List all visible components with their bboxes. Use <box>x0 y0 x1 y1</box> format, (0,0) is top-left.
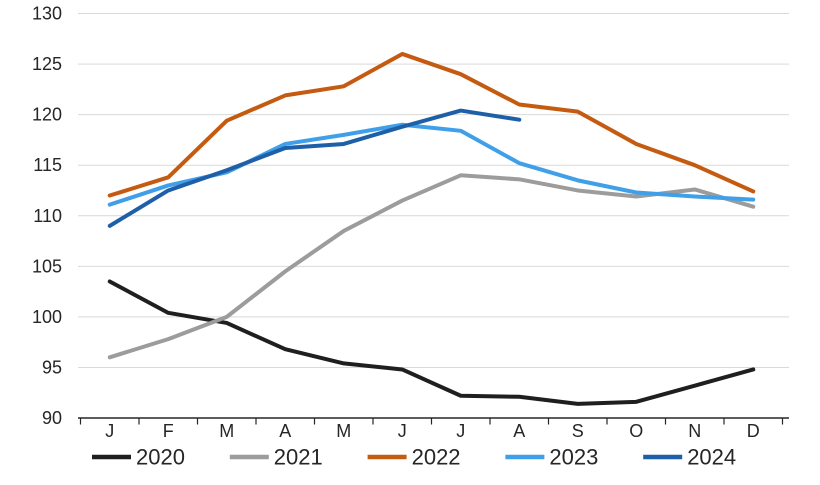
x-axis <box>78 417 789 425</box>
legend-item-2021: 2021 <box>229 445 323 470</box>
y-tick-label: 90 <box>42 408 62 428</box>
y-tick-label: 130 <box>32 4 62 24</box>
x-tick-label: D <box>747 421 760 441</box>
series-line-2021 <box>107 173 756 360</box>
y-tick-label: 125 <box>32 54 62 74</box>
x-tick-label: N <box>688 421 701 441</box>
x-tick-label: A <box>279 421 291 441</box>
y-tick-label: 115 <box>33 155 62 175</box>
series-line-2022 <box>107 51 756 198</box>
x-tick-label: M <box>336 421 351 441</box>
x-tick-label: F <box>163 421 174 441</box>
x-tick-label: O <box>629 421 643 441</box>
legend-item-2020: 2020 <box>92 445 185 470</box>
x-tick-label: A <box>513 421 525 441</box>
legend-label: 2022 <box>412 445 461 470</box>
legend-label: 2023 <box>549 445 598 470</box>
y-tick-label: 95 <box>42 357 62 377</box>
x-tick-label: J <box>398 421 407 441</box>
legend-item-2022: 2022 <box>367 445 461 470</box>
y-tick-label: 100 <box>32 307 62 327</box>
x-tick-label: M <box>219 421 234 441</box>
legend-item-2023: 2023 <box>505 445 598 470</box>
series-lines <box>107 51 756 406</box>
series-line-2020 <box>107 279 756 406</box>
x-tick-label: J <box>456 421 465 441</box>
legend-label: 2021 <box>274 445 323 470</box>
y-axis-labels: 90 95 100 105 110 115 120 125 130 <box>32 4 62 429</box>
legend: 2020 2021 2022 2023 2024 <box>92 445 736 470</box>
legend-label: 2020 <box>136 445 185 470</box>
legend-item-2024: 2024 <box>643 445 736 470</box>
series-line-2023 <box>107 122 756 207</box>
x-tick-label: S <box>572 421 584 441</box>
y-tick-label: 105 <box>32 256 62 276</box>
legend-label: 2024 <box>687 445 736 470</box>
x-tick-label: J <box>105 421 114 441</box>
series-line-2024 <box>107 108 522 228</box>
y-tick-label: 120 <box>32 105 62 125</box>
y-tick-label: 110 <box>33 206 62 226</box>
